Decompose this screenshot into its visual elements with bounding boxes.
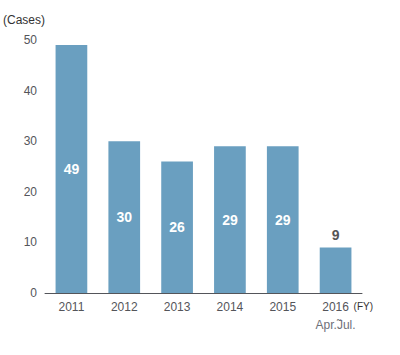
svg-text:0: 0 [30, 286, 37, 300]
svg-text:(FY): (FY) [354, 301, 373, 312]
svg-text:2011: 2011 [59, 300, 85, 314]
svg-text:2012: 2012 [111, 300, 138, 314]
svg-text:(Cases): (Cases) [3, 13, 45, 27]
svg-text:Apr.̃Jul.: Apr.̃Jul. [316, 318, 356, 332]
svg-text:50: 50 [24, 33, 38, 47]
svg-text:2015: 2015 [269, 300, 296, 314]
svg-text:29: 29 [275, 212, 291, 228]
svg-text:2013: 2013 [164, 300, 191, 314]
svg-text:49: 49 [64, 161, 80, 177]
svg-text:2014: 2014 [217, 300, 244, 314]
svg-text:30: 30 [116, 209, 132, 225]
svg-text:20: 20 [24, 185, 38, 199]
svg-text:10: 10 [24, 235, 38, 249]
svg-text:9: 9 [332, 227, 340, 243]
svg-text:29: 29 [222, 212, 238, 228]
svg-text:40: 40 [24, 84, 38, 98]
svg-text:26: 26 [169, 219, 185, 235]
svg-text:30: 30 [24, 134, 38, 148]
svg-text:2016: 2016 [322, 300, 349, 314]
